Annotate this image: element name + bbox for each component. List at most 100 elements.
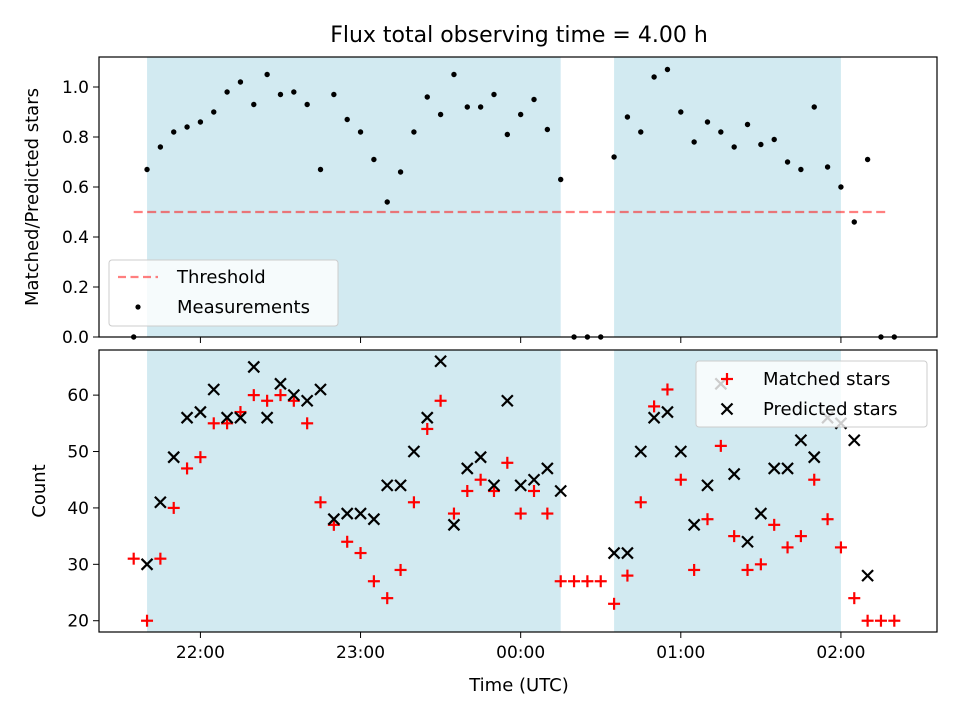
matched-star-point bbox=[394, 563, 407, 576]
measurement-point bbox=[784, 159, 791, 165]
measurement-point bbox=[264, 71, 270, 78]
measurement-point bbox=[371, 156, 377, 163]
measurement-point bbox=[691, 139, 697, 145]
matched-star-point bbox=[247, 389, 260, 402]
predicted-star-point bbox=[314, 383, 327, 396]
predicted-star-point bbox=[434, 355, 447, 368]
matched-star-point bbox=[181, 462, 194, 475]
bottom-legend-box bbox=[695, 360, 928, 428]
legend-threshold-label: Threshold bbox=[176, 267, 266, 288]
predicted-star-point bbox=[260, 411, 274, 424]
matched-star-point bbox=[314, 496, 327, 509]
predicted-star-point bbox=[527, 473, 541, 486]
y-tick-label: 40 bbox=[67, 499, 89, 519]
predicted-star-point bbox=[621, 546, 634, 560]
measurement-point bbox=[811, 104, 817, 110]
predicted-star-point bbox=[407, 445, 421, 458]
matched-star-point bbox=[674, 473, 687, 486]
matched-star-point bbox=[721, 373, 733, 385]
measurement-point bbox=[491, 91, 497, 98]
predicted-star-point bbox=[687, 518, 701, 532]
predicted-star-point bbox=[287, 388, 301, 402]
predicted-star-point bbox=[300, 394, 314, 408]
measurement-point bbox=[157, 144, 164, 150]
legend-matched-swatch bbox=[721, 373, 733, 385]
predicted-star-point bbox=[447, 518, 461, 532]
legend-predicted-swatch bbox=[720, 402, 734, 416]
predicted-star-point bbox=[327, 512, 341, 526]
measurement-point bbox=[558, 176, 564, 183]
bottom-y-axis-label: Count bbox=[29, 464, 50, 517]
measurement-point bbox=[624, 114, 631, 120]
matched-star-point bbox=[861, 614, 874, 627]
measurement-point bbox=[451, 71, 457, 78]
matched-star-point bbox=[714, 439, 727, 452]
matched-star-point bbox=[301, 417, 314, 430]
matched-star-point bbox=[501, 456, 514, 469]
measurement-point bbox=[678, 109, 684, 115]
matched-star-point bbox=[421, 422, 434, 435]
x-tick-label: 22:00 bbox=[176, 643, 225, 663]
predicted-star-point bbox=[167, 450, 181, 464]
x-tick-label: 01:00 bbox=[656, 643, 705, 663]
predicted-star-point bbox=[234, 411, 247, 424]
measurement-point bbox=[504, 131, 511, 138]
measurement-point bbox=[211, 109, 217, 115]
measurement-point bbox=[464, 104, 470, 110]
legend-matched-label: Matched stars bbox=[763, 369, 890, 390]
predicted-star-point bbox=[340, 507, 354, 520]
predicted-star-point bbox=[607, 546, 621, 560]
measurement-point bbox=[611, 154, 617, 160]
matched-star-point bbox=[461, 485, 474, 497]
matched-star-point bbox=[341, 535, 354, 548]
matched-star-point bbox=[354, 547, 367, 560]
chart-title: Flux total observing time = 4.00 h bbox=[330, 23, 708, 48]
predicted-star-point bbox=[274, 377, 287, 391]
measurement-point bbox=[224, 89, 230, 95]
measurement-point bbox=[437, 111, 444, 118]
top-legend-box bbox=[108, 259, 339, 327]
bottom-axes-frame bbox=[98, 349, 938, 633]
matched-star-point bbox=[367, 575, 380, 588]
predicted-star-point bbox=[154, 496, 167, 509]
measurement-point bbox=[277, 91, 284, 98]
predicted-star-point bbox=[794, 433, 808, 447]
predicted-star-point bbox=[474, 450, 487, 464]
matched-star-point bbox=[568, 575, 581, 588]
measurement-point bbox=[544, 126, 551, 133]
matched-star-point bbox=[554, 575, 567, 588]
measurement-point bbox=[251, 101, 257, 108]
measurement-point bbox=[357, 129, 364, 135]
matched-star-point bbox=[794, 530, 807, 543]
matched-star-point bbox=[648, 400, 661, 413]
measurement-point bbox=[184, 124, 190, 130]
y-tick-label: 0.4 bbox=[62, 228, 89, 248]
matched-star-point bbox=[834, 541, 847, 554]
matched-star-point bbox=[381, 592, 394, 605]
bottom-plot-marks bbox=[127, 355, 901, 627]
bottom-legend: Matched stars Predicted stars bbox=[695, 360, 928, 428]
predicted-star-point bbox=[461, 462, 474, 475]
matched-star-point bbox=[514, 507, 527, 520]
measurement-point bbox=[384, 199, 390, 205]
x-axis-label: Time (UTC) bbox=[468, 675, 569, 696]
predicted-star-point bbox=[541, 462, 554, 475]
measurement-point bbox=[824, 164, 831, 170]
measurement-point bbox=[317, 166, 324, 173]
y-tick-label: 60 bbox=[67, 386, 89, 406]
matched-star-point bbox=[127, 552, 140, 565]
matched-star-point bbox=[888, 614, 901, 627]
measurement-point bbox=[758, 141, 764, 148]
matched-star-point bbox=[741, 563, 754, 576]
predicted-star-point bbox=[661, 405, 674, 419]
matched-star-point bbox=[781, 541, 794, 554]
matched-star-point bbox=[541, 507, 554, 520]
predicted-star-point bbox=[394, 479, 407, 492]
measurement-point bbox=[651, 74, 657, 80]
matched-star-point bbox=[528, 485, 541, 497]
bottom-axes-ticks: 20 30 40 50 60 22:00 23:00 00:00 01:00 02:00 bbox=[67, 386, 865, 663]
predicted-star-point bbox=[140, 558, 154, 571]
measurement-point bbox=[744, 121, 751, 128]
y-tick-label: 0.2 bbox=[62, 278, 89, 298]
predicted-star-point bbox=[367, 512, 381, 526]
